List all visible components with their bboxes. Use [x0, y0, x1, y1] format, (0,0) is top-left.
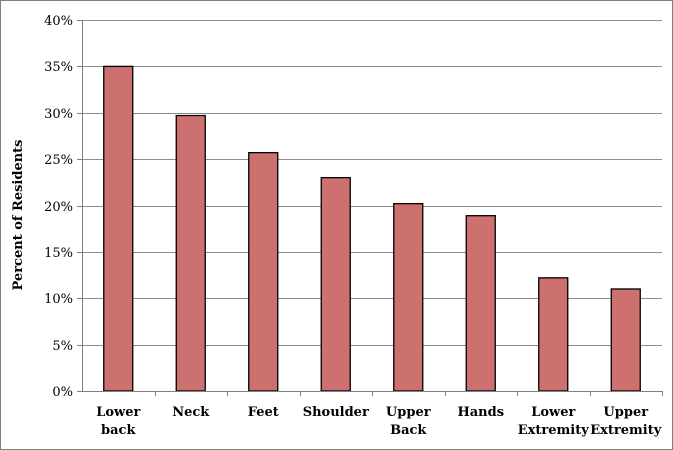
y-tick-label: 10% — [44, 292, 73, 307]
bar — [248, 151, 279, 392]
gridlines — [82, 20, 662, 346]
y-tick-label: 5% — [52, 339, 73, 354]
y-tick-label: 20% — [44, 200, 73, 215]
x-tick-label: Lower back — [96, 405, 140, 438]
x-tick-label: Upper Back — [386, 405, 431, 438]
y-tick-label: 0% — [52, 385, 73, 400]
y-axis-label: Percent of Residents — [11, 140, 26, 291]
bar — [465, 215, 496, 392]
x-tick-label: Shoulder — [303, 405, 369, 420]
y-tick-label: 30% — [44, 107, 73, 122]
labels: 0% 5% 10% 15% 20% 25% 30% 35% 40% Lower back Neck Fe… — [44, 14, 662, 438]
y-tick-label: 15% — [44, 246, 73, 261]
x-tick-label: Lower Extremity — [518, 405, 589, 438]
x-tick-label: Feet — [248, 405, 279, 420]
x-tick-label: Upper Extremity — [590, 405, 661, 438]
y-tick-label: 35% — [44, 60, 73, 75]
y-tick-label: 25% — [44, 153, 73, 168]
y-tick-label: 40% — [44, 14, 73, 29]
bar — [175, 114, 206, 392]
bars — [103, 65, 641, 392]
bar — [538, 277, 569, 392]
bar — [610, 288, 641, 392]
x-tick-label: Neck — [172, 405, 210, 420]
bar — [320, 177, 351, 392]
bar — [393, 202, 424, 392]
axes — [77, 20, 663, 396]
x-tick-label: Hands — [457, 405, 504, 420]
bar — [103, 65, 134, 392]
